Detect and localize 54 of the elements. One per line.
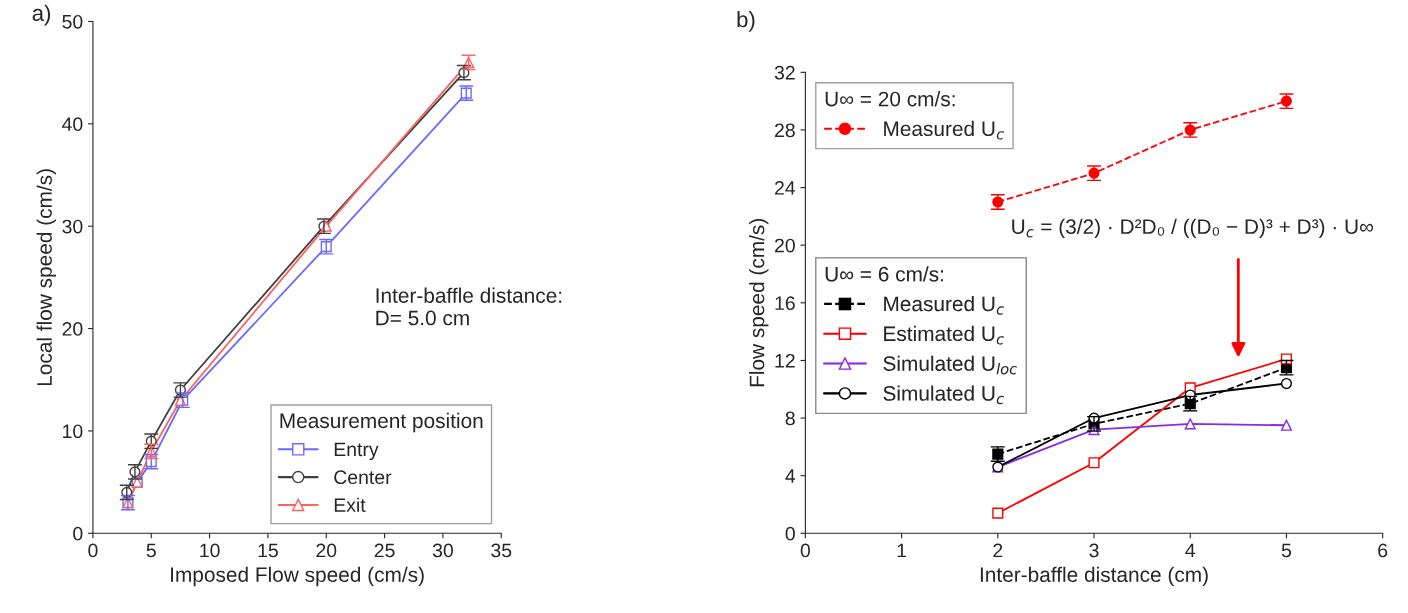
legend-label: Simulated U$_{loc}$ xyxy=(883,355,1017,375)
legend-label: Measured U$_{c}$ xyxy=(884,295,1004,315)
x-tick-label: 15 xyxy=(258,543,278,558)
x-tick-label: 30 xyxy=(432,543,453,558)
y-tick-label: 50 xyxy=(62,14,83,29)
y-tick-label: 12 xyxy=(775,353,795,368)
y-tick-label: 32 xyxy=(774,65,795,80)
annotation: Inter-baffle distance: D= 5.0 cm xyxy=(376,287,562,326)
y-axis-title: Flow speed (cm/s) xyxy=(749,219,769,387)
legend-label: Entry xyxy=(334,442,379,461)
x-tick-label: 2 xyxy=(993,543,1003,558)
y-tick-label: 0 xyxy=(785,526,795,541)
x-tick-label: 35 xyxy=(491,543,512,558)
y-tick-label: 40 xyxy=(62,117,83,132)
x-tick-label: 20 xyxy=(316,543,337,558)
x-tick-label: 5 xyxy=(1281,543,1292,558)
y-tick-label: 24 xyxy=(775,181,796,195)
x-axis-title: Imposed Flow speed (cm/s) xyxy=(171,566,424,587)
point xyxy=(1088,457,1100,469)
y-tick-label: 16 xyxy=(775,296,795,311)
legend-title: Measurement position xyxy=(280,412,483,433)
chart-title: a) xyxy=(32,4,51,26)
point xyxy=(1280,419,1292,431)
legend-label: Measured U$_{c}$ xyxy=(884,120,1004,140)
x-tick-label: 25 xyxy=(374,543,395,558)
text: U∞ = 20 cm/s: xyxy=(825,91,955,107)
y-tick-label: 30 xyxy=(62,219,83,234)
y-tick-label: 20 xyxy=(775,238,795,253)
y-axis-title: Local flow speed (cm/s) xyxy=(36,169,57,386)
x-tick-label: 5 xyxy=(146,543,156,558)
legend-label: Exit xyxy=(334,497,366,512)
point xyxy=(1184,418,1196,430)
y-tick-label: 10 xyxy=(63,424,83,439)
x-tick-label: 10 xyxy=(200,543,220,558)
x-tick-label: 0 xyxy=(88,543,98,558)
x-tick-label: 4 xyxy=(1185,543,1196,558)
x-tick-label: 1 xyxy=(897,543,907,558)
legend-label: Center xyxy=(334,470,392,485)
point xyxy=(1280,377,1292,390)
point xyxy=(992,507,1004,519)
x-tick-label: 6 xyxy=(1378,543,1388,558)
x-tick-label: 0 xyxy=(800,543,811,558)
y-tick-label: 0 xyxy=(73,526,83,541)
y-tick-label: 20 xyxy=(62,322,83,336)
y-tick-label: 28 xyxy=(775,123,795,138)
legend-label: Estimated U$_{c}$ xyxy=(884,325,1004,345)
legend-label: Simulated U$_{c}$ xyxy=(883,385,1004,405)
y-tick-label: 8 xyxy=(785,411,795,426)
annotation: U$_{c}$ = (3/2) · D²D₀ / ((D₀ − D)³ + D³) · U∞ xyxy=(1012,218,1374,239)
x-axis-title: Inter-baffle distance (cm) xyxy=(980,566,1208,587)
y-tick-label: 4 xyxy=(785,469,796,483)
x-tick-label: 3 xyxy=(1089,543,1099,558)
chart-title: b) xyxy=(737,11,755,32)
text: U∞ = 6 cm/s: xyxy=(825,266,943,282)
